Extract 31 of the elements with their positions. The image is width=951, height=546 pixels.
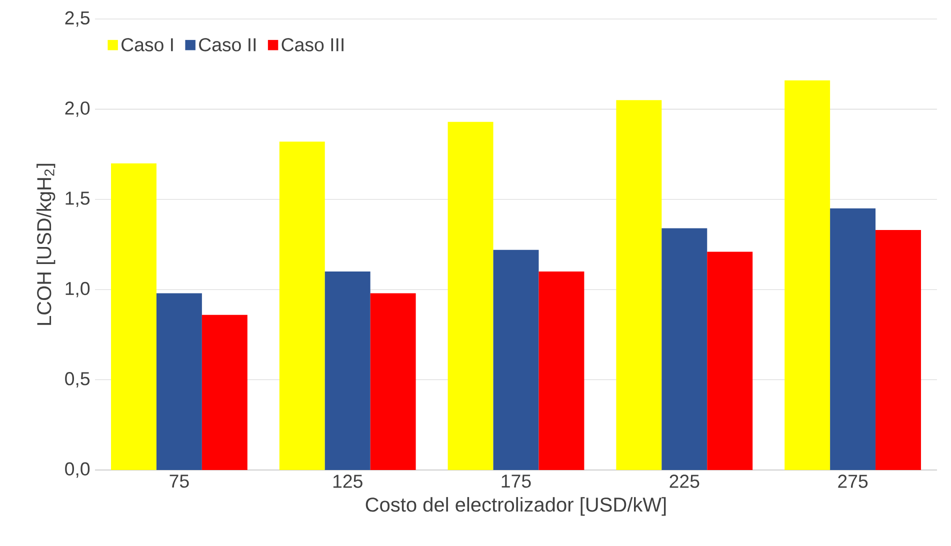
legend-label: Caso I — [122, 38, 173, 52]
legend-label: Caso III — [282, 38, 344, 52]
bar — [830, 208, 876, 470]
y-tick-label: 0,0 — [65, 462, 90, 478]
bar — [662, 228, 708, 470]
x-axis-title: Costo del electrolizador [USD/kW] — [366, 497, 666, 516]
bar — [493, 250, 539, 470]
x-tick-label: 275 — [838, 474, 868, 488]
y-tick-label: 0,5 — [65, 372, 90, 388]
y-tick-label: 2,5 — [65, 11, 90, 27]
bar — [538, 272, 584, 470]
bar — [616, 100, 662, 470]
x-tick-label: 75 — [170, 474, 189, 488]
bar — [707, 252, 753, 470]
x-tick-label: 125 — [333, 474, 362, 488]
bar — [279, 142, 325, 470]
x-tick-label: 175 — [502, 474, 531, 488]
y-tick-label: 1,0 — [66, 282, 90, 298]
bar — [111, 163, 156, 470]
bar — [370, 293, 416, 470]
bar — [324, 272, 370, 470]
legend-label: Caso II — [199, 38, 256, 52]
y-tick-label: 2,0 — [65, 101, 90, 117]
bar — [202, 314, 248, 470]
y-tick-label: 1,5 — [66, 192, 90, 208]
y-axis-title: LCOH [USD/kgH$_{2}$] — [36, 164, 56, 325]
bar — [448, 122, 494, 470]
x-tick-label: 225 — [670, 474, 700, 488]
bar — [876, 230, 921, 470]
bar — [784, 80, 830, 470]
bar — [156, 293, 202, 470]
